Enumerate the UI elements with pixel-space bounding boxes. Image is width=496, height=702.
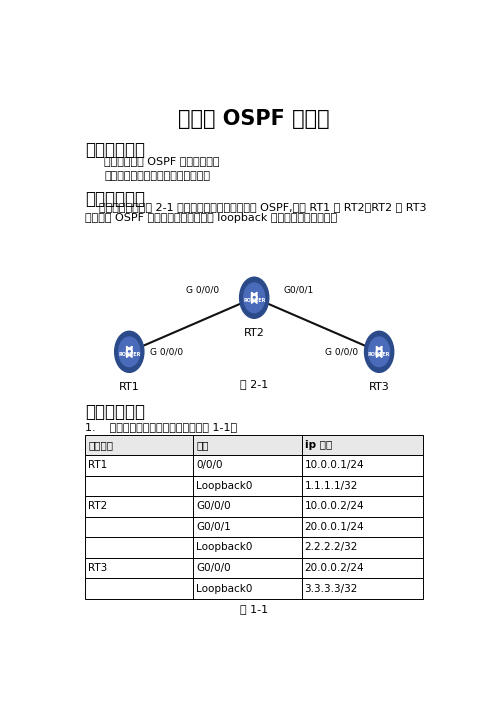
- Text: Loopback0: Loopback0: [196, 583, 253, 594]
- Text: G0/0/1: G0/0/1: [283, 286, 313, 295]
- Text: 20.0.0.2/24: 20.0.0.2/24: [305, 563, 364, 573]
- Text: Loopback0: Loopback0: [196, 543, 253, 552]
- Text: RT1: RT1: [119, 382, 140, 392]
- Text: G0/0/0: G0/0/0: [196, 501, 231, 511]
- Text: ROUTER: ROUTER: [368, 352, 390, 357]
- Text: 1.1.1.1/32: 1.1.1.1/32: [305, 481, 358, 491]
- Text: RT3: RT3: [369, 382, 389, 392]
- Text: 掌握单区域的 OSPF 的配置方法；: 掌握单区域的 OSPF 的配置方法；: [104, 156, 220, 166]
- Text: ROUTER: ROUTER: [118, 352, 140, 357]
- Circle shape: [115, 331, 144, 372]
- Text: 10.0.0.1/24: 10.0.0.1/24: [305, 461, 364, 470]
- Bar: [85, 496, 424, 517]
- Text: RT2: RT2: [244, 328, 265, 338]
- Text: 实验的拓扑图如图 2-1 所示，要求通过配置单区域 OSPF,实现 RT1 和 RT2、RT2 和 RT3: 实验的拓扑图如图 2-1 所示，要求通过配置单区域 OSPF,实现 RT1 和 …: [85, 202, 427, 212]
- Text: Loopback0: Loopback0: [196, 481, 253, 491]
- Text: G 0/0/0: G 0/0/0: [325, 347, 359, 357]
- Text: 二、实验内容: 二、实验内容: [85, 190, 145, 208]
- Text: 一、实验目的: 一、实验目的: [85, 141, 145, 159]
- Text: RT2: RT2: [88, 501, 108, 511]
- Text: 单区域 OSPF 的配置: 单区域 OSPF 的配置: [179, 109, 330, 128]
- Text: ip 地址: ip 地址: [305, 439, 332, 450]
- Bar: [85, 435, 424, 455]
- Bar: [85, 558, 424, 578]
- Text: 接口: 接口: [196, 439, 209, 450]
- Bar: [85, 475, 424, 496]
- Text: 理解链路状态路由协议的工作过程；: 理解链路状态路由协议的工作过程；: [104, 171, 210, 180]
- Text: G 0/0/0: G 0/0/0: [150, 347, 184, 357]
- Text: ROUTER: ROUTER: [243, 298, 265, 303]
- Circle shape: [244, 283, 265, 312]
- Text: 表 1-1: 表 1-1: [240, 604, 268, 614]
- Text: 1.    搭建实验环境并完成基本配置如表 1-1。: 1. 搭建实验环境并完成基本配置如表 1-1。: [85, 422, 237, 432]
- Text: RT1: RT1: [88, 461, 108, 470]
- Text: RT3: RT3: [88, 563, 108, 573]
- Text: 20.0.0.1/24: 20.0.0.1/24: [305, 522, 364, 532]
- Text: 2.2.2.2/32: 2.2.2.2/32: [305, 543, 358, 552]
- Text: 10.0.0.2/24: 10.0.0.2/24: [305, 501, 364, 511]
- Text: 0/0/0: 0/0/0: [196, 461, 223, 470]
- Text: 3.3.3.3/32: 3.3.3.3/32: [305, 583, 358, 594]
- Text: 设备名称: 设备名称: [88, 439, 113, 450]
- Text: 三、实验步骤: 三、实验步骤: [85, 403, 145, 421]
- Text: G0/0/0: G0/0/0: [196, 563, 231, 573]
- Bar: [85, 537, 424, 558]
- Text: 之间建立 OSPF 邻居，且互相学习到到 loopback 接口对应的路由信息。: 之间建立 OSPF 邻居，且互相学习到到 loopback 接口对应的路由信息。: [85, 213, 337, 223]
- Circle shape: [119, 337, 140, 366]
- Text: G 0/0/0: G 0/0/0: [186, 286, 219, 295]
- Bar: [85, 517, 424, 537]
- Bar: [85, 578, 424, 599]
- Text: 图 2-1: 图 2-1: [240, 379, 268, 389]
- Circle shape: [369, 337, 390, 366]
- Circle shape: [240, 277, 269, 318]
- Circle shape: [365, 331, 394, 372]
- Text: G0/0/1: G0/0/1: [196, 522, 231, 532]
- Bar: [85, 455, 424, 475]
